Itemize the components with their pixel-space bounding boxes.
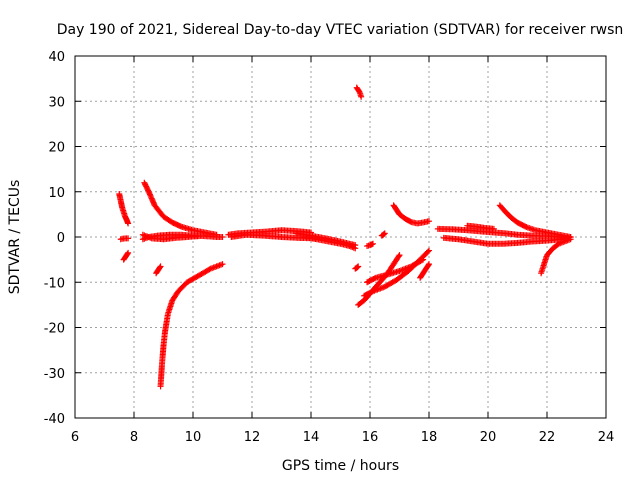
- series-arc-7.7-neg: [120, 249, 132, 263]
- series-markers: [293, 230, 359, 249]
- x-tick-label: 8: [130, 430, 138, 445]
- series-markers: [364, 240, 376, 250]
- x-tick-label: 16: [362, 430, 379, 445]
- x-tick-label: 14: [303, 430, 320, 445]
- series-arc-8.4-decay: [141, 179, 220, 238]
- series-arc-16-zero: [364, 240, 376, 250]
- series-arc-15.6-top: [353, 84, 365, 100]
- series-markers: [496, 202, 574, 240]
- series-markers: [434, 225, 565, 240]
- series-markers: [361, 247, 432, 299]
- series-arc-18.5-low: [440, 234, 574, 247]
- series-arc-20.4-decay: [496, 202, 574, 240]
- series-markers: [353, 84, 365, 100]
- x-tick-label: 18: [421, 430, 438, 445]
- series-markers: [440, 234, 574, 247]
- chart-title: Day 190 of 2021, Sidereal Day-to-day VTE…: [57, 22, 624, 38]
- x-axis-title: GPS time / hours: [282, 458, 399, 474]
- series-markers: [157, 261, 226, 390]
- series-markers: [120, 249, 132, 263]
- series-markers: [378, 230, 388, 239]
- y-tick-label: 10: [48, 186, 65, 201]
- series-markers: [153, 263, 164, 277]
- series-arc-16.5: [378, 230, 388, 239]
- x-tick-label: 22: [539, 430, 556, 445]
- axis-ticks: 6 8 10 12 14 16 18 20 22 24 -40 -30 -20 -10 0 10 20 30 40: [44, 50, 615, 445]
- x-tick-label: 12: [244, 430, 261, 445]
- y-tick-label: 20: [48, 141, 65, 156]
- series-arc-8.8-neg: [153, 263, 164, 277]
- series-markers: [117, 235, 132, 243]
- series-arc-21.8-rise: [538, 236, 574, 277]
- series-arc-8.3-low: [139, 231, 202, 243]
- series-arc-13.5-15.5: [293, 230, 359, 249]
- series-arc-17.7-neg: [417, 261, 432, 281]
- series-arc-7.6-flat: [117, 235, 132, 243]
- series-arc-19.5-high: [464, 222, 497, 232]
- y-tick-label: -30: [44, 367, 65, 382]
- x-tick-label: 24: [598, 430, 615, 445]
- grid: [75, 56, 606, 418]
- y-tick-label: -10: [44, 276, 65, 291]
- series-markers: [141, 179, 220, 238]
- series-markers: [352, 263, 362, 272]
- series-markers: [116, 191, 132, 227]
- series-arc-15.5-small: [352, 263, 362, 272]
- series-markers: [417, 261, 432, 281]
- series-markers: [390, 202, 432, 227]
- series-arc-18.3-22.5: [434, 225, 565, 240]
- x-tick-label: 20: [480, 430, 497, 445]
- series-markers: [139, 231, 202, 243]
- x-tick-label: 10: [185, 430, 202, 445]
- data-series: [116, 84, 574, 390]
- y-tick-label: -20: [44, 322, 65, 337]
- series-arc-16.8-decay: [390, 202, 432, 227]
- series-arc-7.5: [116, 191, 132, 227]
- y-tick-label: 30: [48, 95, 65, 110]
- y-axis-title: SDTVAR / TECUs: [7, 180, 23, 295]
- x-tick-label: 6: [71, 430, 79, 445]
- y-tick-label: 0: [57, 231, 65, 246]
- series-arc-8.9-rise: [157, 261, 226, 390]
- series-markers: [464, 222, 497, 232]
- series-arc-15.8-rise2: [361, 247, 432, 299]
- series-markers: [538, 236, 574, 277]
- y-tick-label: 40: [48, 50, 65, 65]
- y-tick-label: -40: [44, 412, 65, 427]
